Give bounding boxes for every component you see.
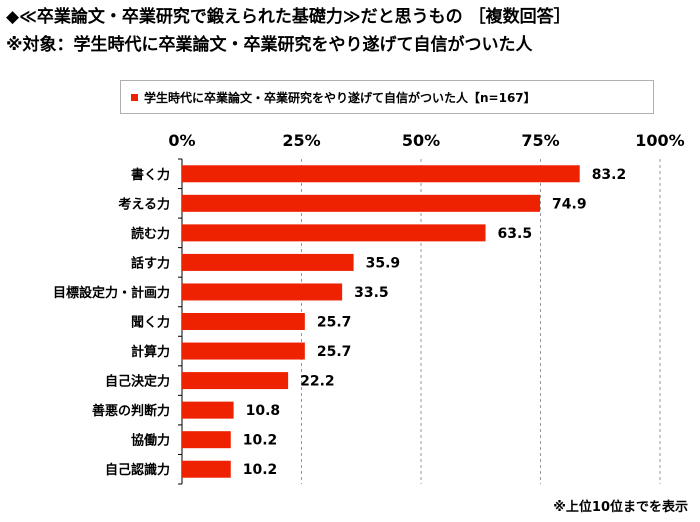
chart-title: ◆≪卒業論文・卒業研究で鍛えられた基礎力≫だと思うもの ［複数回答］ xyxy=(6,7,571,27)
x-tick-label: 50% xyxy=(402,131,440,150)
category-label: 自己認識力 xyxy=(105,462,170,478)
bar xyxy=(182,342,305,360)
data-label: 10.2 xyxy=(243,462,278,478)
bar xyxy=(182,431,231,449)
data-label: 63.5 xyxy=(498,226,533,242)
bar xyxy=(182,253,354,271)
data-label: 10.8 xyxy=(246,403,281,419)
data-label: 83.2 xyxy=(592,167,627,183)
x-tick-label: 75% xyxy=(521,131,559,150)
data-label: 25.7 xyxy=(317,344,352,360)
category-label: 目標設定力・計画力 xyxy=(53,285,170,301)
category-label: 善悪の判断力 xyxy=(92,403,170,419)
category-label: 自己決定力 xyxy=(105,374,170,390)
x-tick-label: 25% xyxy=(282,131,320,150)
bar xyxy=(182,313,305,330)
data-label: 10.2 xyxy=(243,433,278,449)
data-label: 74.9 xyxy=(552,196,587,212)
bar xyxy=(182,194,541,212)
category-label: 書く力 xyxy=(131,167,170,183)
data-label: 22.2 xyxy=(300,374,335,390)
data-label: 25.7 xyxy=(317,315,352,331)
category-label: 読む力 xyxy=(131,226,170,242)
category-label: 考える力 xyxy=(118,196,170,212)
category-label: 聞く力 xyxy=(131,315,170,331)
legend-swatch xyxy=(131,93,138,101)
x-tick-label: 100% xyxy=(635,131,684,150)
bar xyxy=(182,372,289,390)
bar xyxy=(182,401,234,419)
bar xyxy=(182,460,231,478)
x-tick-label: 0% xyxy=(168,131,195,150)
category-label: 計算力 xyxy=(131,344,170,360)
legend: 学生時代に卒業論文・卒業研究をやり遂げて自信がついた人【n=167】 xyxy=(120,80,654,114)
bar xyxy=(182,224,486,242)
category-label: 協働力 xyxy=(131,433,170,449)
data-label: 35.9 xyxy=(366,255,401,271)
legend-label: 学生時代に卒業論文・卒業研究をやり遂げて自信がついた人【n=167】 xyxy=(144,90,536,105)
bar xyxy=(182,165,580,183)
footnote: ※上位10位までを表示 xyxy=(553,500,688,515)
category-label: 話す力 xyxy=(131,255,170,271)
chart-subtitle: ※対象：学生時代に卒業論文・卒業研究をやり遂げて自信がついた人 xyxy=(6,35,533,55)
data-label: 33.5 xyxy=(354,285,389,301)
bar xyxy=(182,283,343,301)
